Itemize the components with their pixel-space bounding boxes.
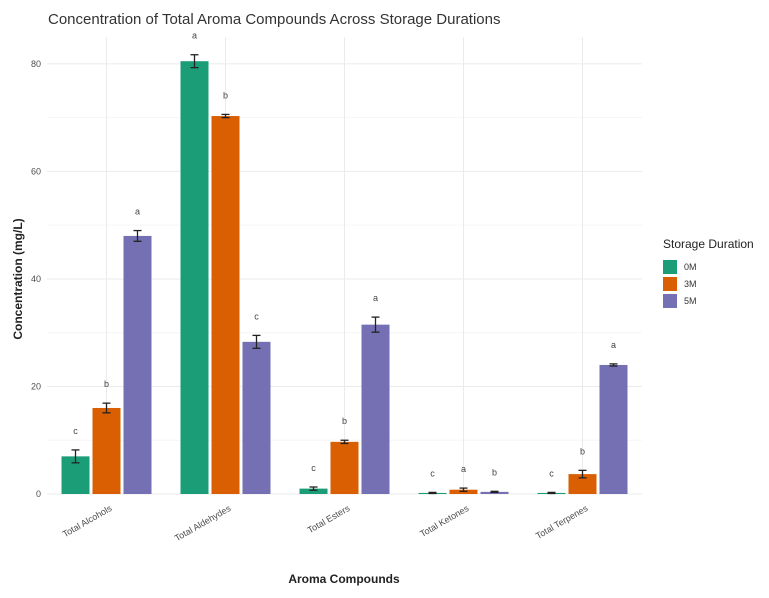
significance-letter: c bbox=[311, 463, 316, 473]
bar bbox=[330, 441, 359, 494]
significance-letter: a bbox=[192, 31, 197, 41]
x-axis-title: Aroma Compounds bbox=[288, 572, 400, 586]
significance-letter: a bbox=[373, 293, 378, 303]
x-tick-label: Total Esters bbox=[306, 503, 352, 535]
significance-letter: b bbox=[580, 446, 585, 456]
y-axis-title: Concentration (mg/L) bbox=[11, 218, 25, 339]
legend-label: 3M bbox=[684, 279, 697, 289]
significance-letter: c bbox=[254, 311, 259, 321]
significance-letter: b bbox=[492, 467, 497, 477]
bars: c a c c c b b b a b a c a b a bbox=[61, 31, 628, 495]
significance-letter: b bbox=[223, 90, 228, 100]
bar bbox=[361, 324, 390, 494]
legend-label: 0M bbox=[684, 262, 697, 272]
bar bbox=[299, 488, 328, 494]
significance-letter: a bbox=[135, 207, 140, 217]
bar bbox=[242, 341, 271, 494]
legend: Storage Duration 0M 3M 5M bbox=[663, 237, 754, 308]
significance-letter: a bbox=[461, 464, 466, 474]
y-tick-label: 20 bbox=[31, 381, 41, 391]
grid-lines bbox=[47, 37, 642, 495]
y-tick-label: 60 bbox=[31, 166, 41, 176]
bar bbox=[180, 61, 209, 494]
significance-letter: a bbox=[611, 340, 616, 350]
significance-letter: b bbox=[342, 416, 347, 426]
bar bbox=[599, 364, 628, 494]
x-tick-label: Total Terpenes bbox=[534, 503, 590, 541]
bar bbox=[568, 474, 597, 494]
chart-title: Concentration of Total Aroma Compounds A… bbox=[48, 11, 500, 28]
y-tick-label: 40 bbox=[31, 274, 41, 284]
legend-swatch bbox=[663, 260, 677, 274]
y-tick-label: 80 bbox=[31, 59, 41, 69]
bar bbox=[92, 407, 121, 494]
bar bbox=[211, 116, 240, 494]
significance-letter: c bbox=[549, 468, 554, 478]
significance-letter: c bbox=[73, 426, 78, 436]
legend-label: 5M bbox=[684, 296, 697, 306]
x-tick-label: Total Alcohols bbox=[61, 503, 114, 539]
x-tick-label: Total Ketones bbox=[418, 503, 471, 539]
x-tick-label: Total Aldehydes bbox=[173, 503, 233, 543]
legend-swatch bbox=[663, 294, 677, 308]
significance-letter: b bbox=[104, 379, 109, 389]
legend-swatch bbox=[663, 277, 677, 291]
bar bbox=[123, 235, 152, 494]
y-tick-label: 0 bbox=[36, 489, 41, 499]
significance-letter: c bbox=[430, 468, 435, 478]
legend-title: Storage Duration bbox=[663, 237, 754, 251]
